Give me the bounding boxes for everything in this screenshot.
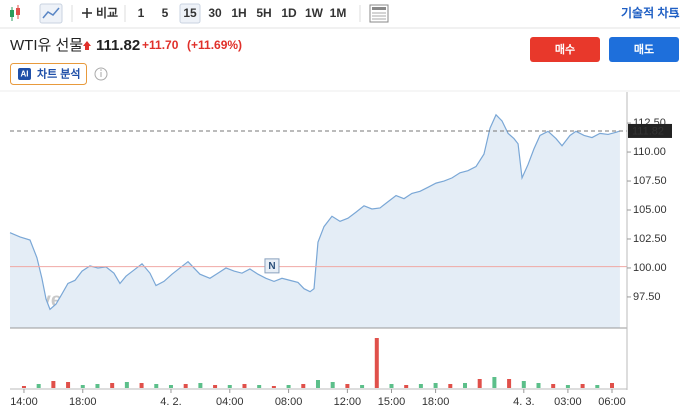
volume-bar (507, 379, 512, 388)
interval-button[interactable]: 1D (281, 6, 297, 20)
interval-button[interactable]: 5H (256, 6, 271, 20)
volume-bar (521, 381, 526, 388)
y-tick-label: 100.00 (633, 262, 667, 274)
x-tick-label: 18:00 (422, 396, 450, 408)
sell-label: 매도 (634, 42, 654, 56)
volume-bar (168, 385, 173, 388)
volume-bar (477, 379, 482, 388)
volume-bar (595, 385, 600, 388)
volume-bar (110, 383, 115, 388)
interval-button[interactable]: 5 (162, 6, 169, 20)
x-tick-label: 15:00 (378, 396, 406, 408)
ai-badge: AI (21, 70, 29, 79)
volume-bar (492, 377, 497, 388)
news-marker-label: N (268, 261, 275, 272)
y-tick-label: 105.00 (633, 204, 667, 216)
up-arrow (83, 41, 91, 50)
volume-bar (139, 383, 144, 388)
volume-bar (580, 384, 585, 388)
interval-button[interactable]: 30 (208, 6, 222, 20)
volume-bar (80, 385, 85, 388)
interval-button[interactable]: 1W (305, 6, 324, 20)
volume-bar (154, 384, 159, 388)
interval-button[interactable]: 1 (138, 6, 145, 20)
ai-label: 차트 분석 (37, 66, 81, 80)
volume-bar (198, 383, 203, 388)
y-tick-label: 107.50 (633, 175, 667, 187)
price-change: +11.70 (142, 38, 179, 52)
x-tick-label: 04:00 (216, 396, 244, 408)
interval-button[interactable]: 1H (231, 6, 246, 20)
price-change-percent: (+11.69%) (187, 38, 242, 52)
volume-bar (21, 386, 26, 388)
volume-bar (124, 382, 129, 388)
volume-bar (227, 385, 232, 388)
volume-bar (213, 385, 218, 388)
volume-bar (330, 382, 335, 388)
y-tick-label: 102.50 (633, 233, 667, 245)
compare-plus[interactable] (82, 8, 92, 18)
x-tick-label: 08:00 (275, 396, 303, 408)
instrument-name: WTI유 선물 (10, 37, 83, 54)
volume-bar (315, 380, 320, 388)
volume-bar (360, 385, 365, 388)
compare-button[interactable]: 비교 (96, 5, 118, 20)
y-tick-label: 110.00 (633, 146, 666, 158)
volume-bar (36, 384, 41, 388)
chevron-icon (674, 9, 679, 19)
volume-bar (448, 384, 453, 388)
volume-bar (610, 383, 615, 388)
volume-bar (183, 384, 188, 388)
volume-bar (565, 385, 570, 388)
volume-bar (257, 385, 262, 388)
volume-bar (404, 385, 409, 388)
volume-bar (536, 383, 541, 388)
y-tick-label: 97.50 (633, 291, 661, 303)
interval-button[interactable]: 1M (330, 6, 347, 20)
x-tick-label: 12:00 (334, 396, 362, 408)
candlestick-icon[interactable] (10, 5, 20, 21)
selected-interval-bg (179, 3, 201, 24)
volume-bar (271, 386, 276, 388)
buy-label: 매수 (555, 42, 575, 56)
x-tick-label: 03:00 (554, 396, 582, 408)
volume-bar (242, 384, 247, 388)
last-price-tag-label: 111.82 (632, 125, 664, 137)
sell-button[interactable]: 매도 (609, 37, 679, 62)
chart: Investing.com97.50100.00102.50105.00107.… (9, 92, 672, 408)
ai-analysis-button[interactable]: AI 차트 분석 (10, 63, 87, 85)
volume-bar (95, 384, 100, 388)
volume-bar (286, 385, 291, 388)
volume-bar (418, 384, 423, 388)
interval-group: 1 5 15 30 1H 5H 1D 1W 1M (138, 3, 347, 24)
volume-bar (462, 383, 467, 388)
layout-icon[interactable] (369, 4, 389, 23)
x-tick-label: 06:00 (598, 396, 626, 408)
volume-bar (51, 381, 56, 388)
interval-button[interactable]: 15 (183, 6, 197, 20)
volume-bar (345, 384, 350, 388)
area-fill (10, 114, 620, 329)
volume-bar (389, 384, 394, 388)
volume-bar (433, 383, 438, 388)
volume-bar (301, 384, 306, 388)
volume-bar (374, 338, 379, 388)
news-marker[interactable] (264, 258, 280, 274)
info-icon[interactable] (94, 67, 108, 81)
technical-chart-link[interactable]: 기술적 차트 (621, 5, 680, 20)
x-tick-label: 4. 2. (160, 396, 181, 408)
x-tick-label: 4. 3. (513, 396, 534, 408)
x-tick-label: 18:00 (69, 396, 97, 408)
volume-bar (551, 384, 556, 388)
last-price-tag (628, 123, 672, 138)
price-line (9, 113, 621, 311)
volume-bar (66, 382, 71, 388)
area-chart-icon[interactable] (39, 3, 63, 24)
x-tick-label: 14:00 (10, 396, 38, 408)
buy-button[interactable]: 매수 (530, 37, 600, 62)
last-price: 111.82 (96, 37, 140, 54)
